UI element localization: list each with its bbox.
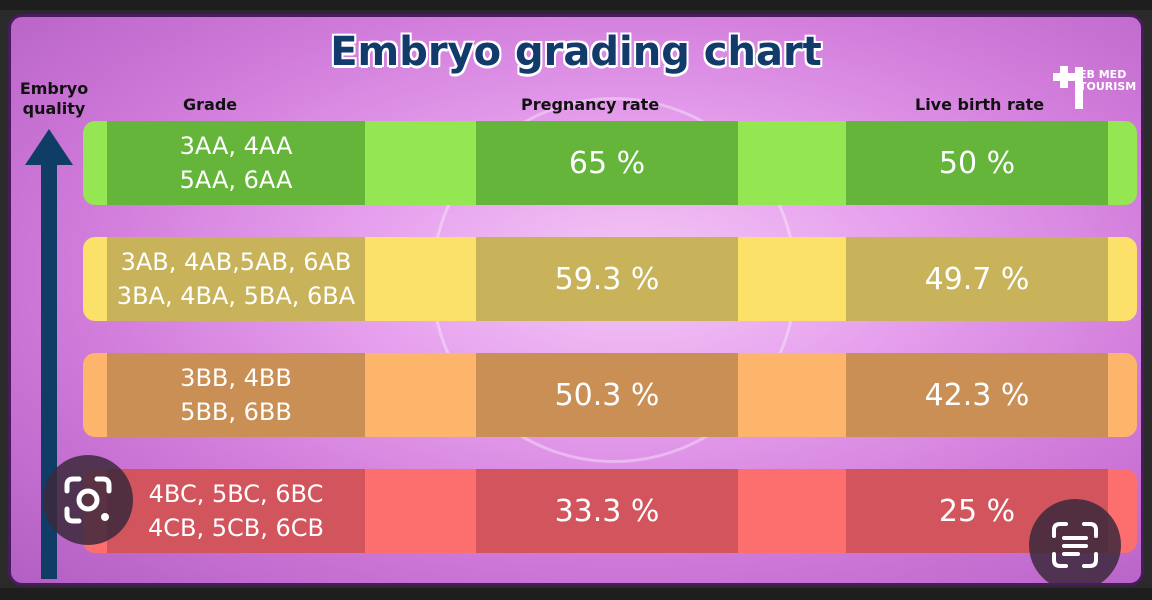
table-row: 4BC, 5BC, 6BC 4CB, 5CB, 6CB 33.3 % 25 %	[83, 469, 1137, 553]
header-pregnancy-rate: Pregnancy rate	[521, 95, 660, 114]
grade-line: 4CB, 5CB, 6CB	[148, 514, 324, 542]
chart-frame: Embryo grading chart EB MED TOURISM Embr…	[8, 14, 1144, 586]
brand-name: EB MED	[1079, 68, 1127, 81]
header-live-birth-rate: Live birth rate	[915, 95, 1045, 114]
pregnancy-rate-cell: 65 %	[476, 121, 738, 205]
pregnancy-rate-cell: 50.3 %	[476, 353, 738, 437]
brand-sub: TOURISM	[1079, 80, 1137, 93]
live-birth-rate-cell: 42.3 %	[846, 353, 1108, 437]
pregnancy-rate-cell: 59.3 %	[476, 237, 738, 321]
grade-cell: 3BB, 4BB 5BB, 6BB	[107, 353, 365, 437]
plus-cross-icon	[1053, 66, 1083, 109]
pregnancy-rate-cell: 33.3 %	[476, 469, 738, 553]
camera-lens-icon	[64, 476, 112, 524]
chart-title: Embryo grading chart	[330, 29, 822, 75]
grade-cell: 4BC, 5BC, 6BC 4CB, 5CB, 6CB	[107, 469, 365, 553]
grade-cell: 3AB, 4AB,5AB, 6AB 3BA, 4BA, 5BA, 6BA	[107, 237, 365, 321]
grade-line: 4BC, 5BC, 6BC	[148, 480, 324, 508]
grade-line: 3AB, 4AB,5AB, 6AB	[120, 248, 352, 276]
table-row: 3AB, 4AB,5AB, 6AB 3BA, 4BA, 5BA, 6BA 59.3 …	[83, 237, 1137, 321]
axis-label: Embryo quality	[19, 79, 89, 118]
grade-cell: 3AA, 4AA 5AA, 6AA	[107, 121, 365, 205]
table-row: 3BB, 4BB 5BB, 6BB 50.3 % 42.3 %	[83, 353, 1137, 437]
grade-line: 3BB, 4BB	[180, 364, 292, 392]
text-scan-button[interactable]	[1029, 499, 1121, 583]
grade-line: 3BA, 4BA, 5BA, 6BA	[116, 282, 356, 310]
lens-button[interactable]	[43, 455, 133, 545]
brand-logo: EB MED TOURISM	[1079, 69, 1136, 93]
text-scan-icon	[1052, 522, 1098, 568]
header-grade: Grade	[183, 95, 238, 114]
live-birth-rate-cell: 49.7 %	[846, 237, 1108, 321]
grade-line: 5BB, 6BB	[180, 398, 292, 426]
grade-line: 3AA, 4AA	[179, 132, 293, 160]
top-status-bar	[0, 0, 1152, 10]
bottom-bar	[0, 588, 1152, 600]
live-birth-rate-cell: 50 %	[846, 121, 1108, 205]
table-row: 3AA, 4AA 5AA, 6AA 65 % 50 %	[83, 121, 1137, 205]
grade-line: 5AA, 6AA	[179, 166, 293, 194]
